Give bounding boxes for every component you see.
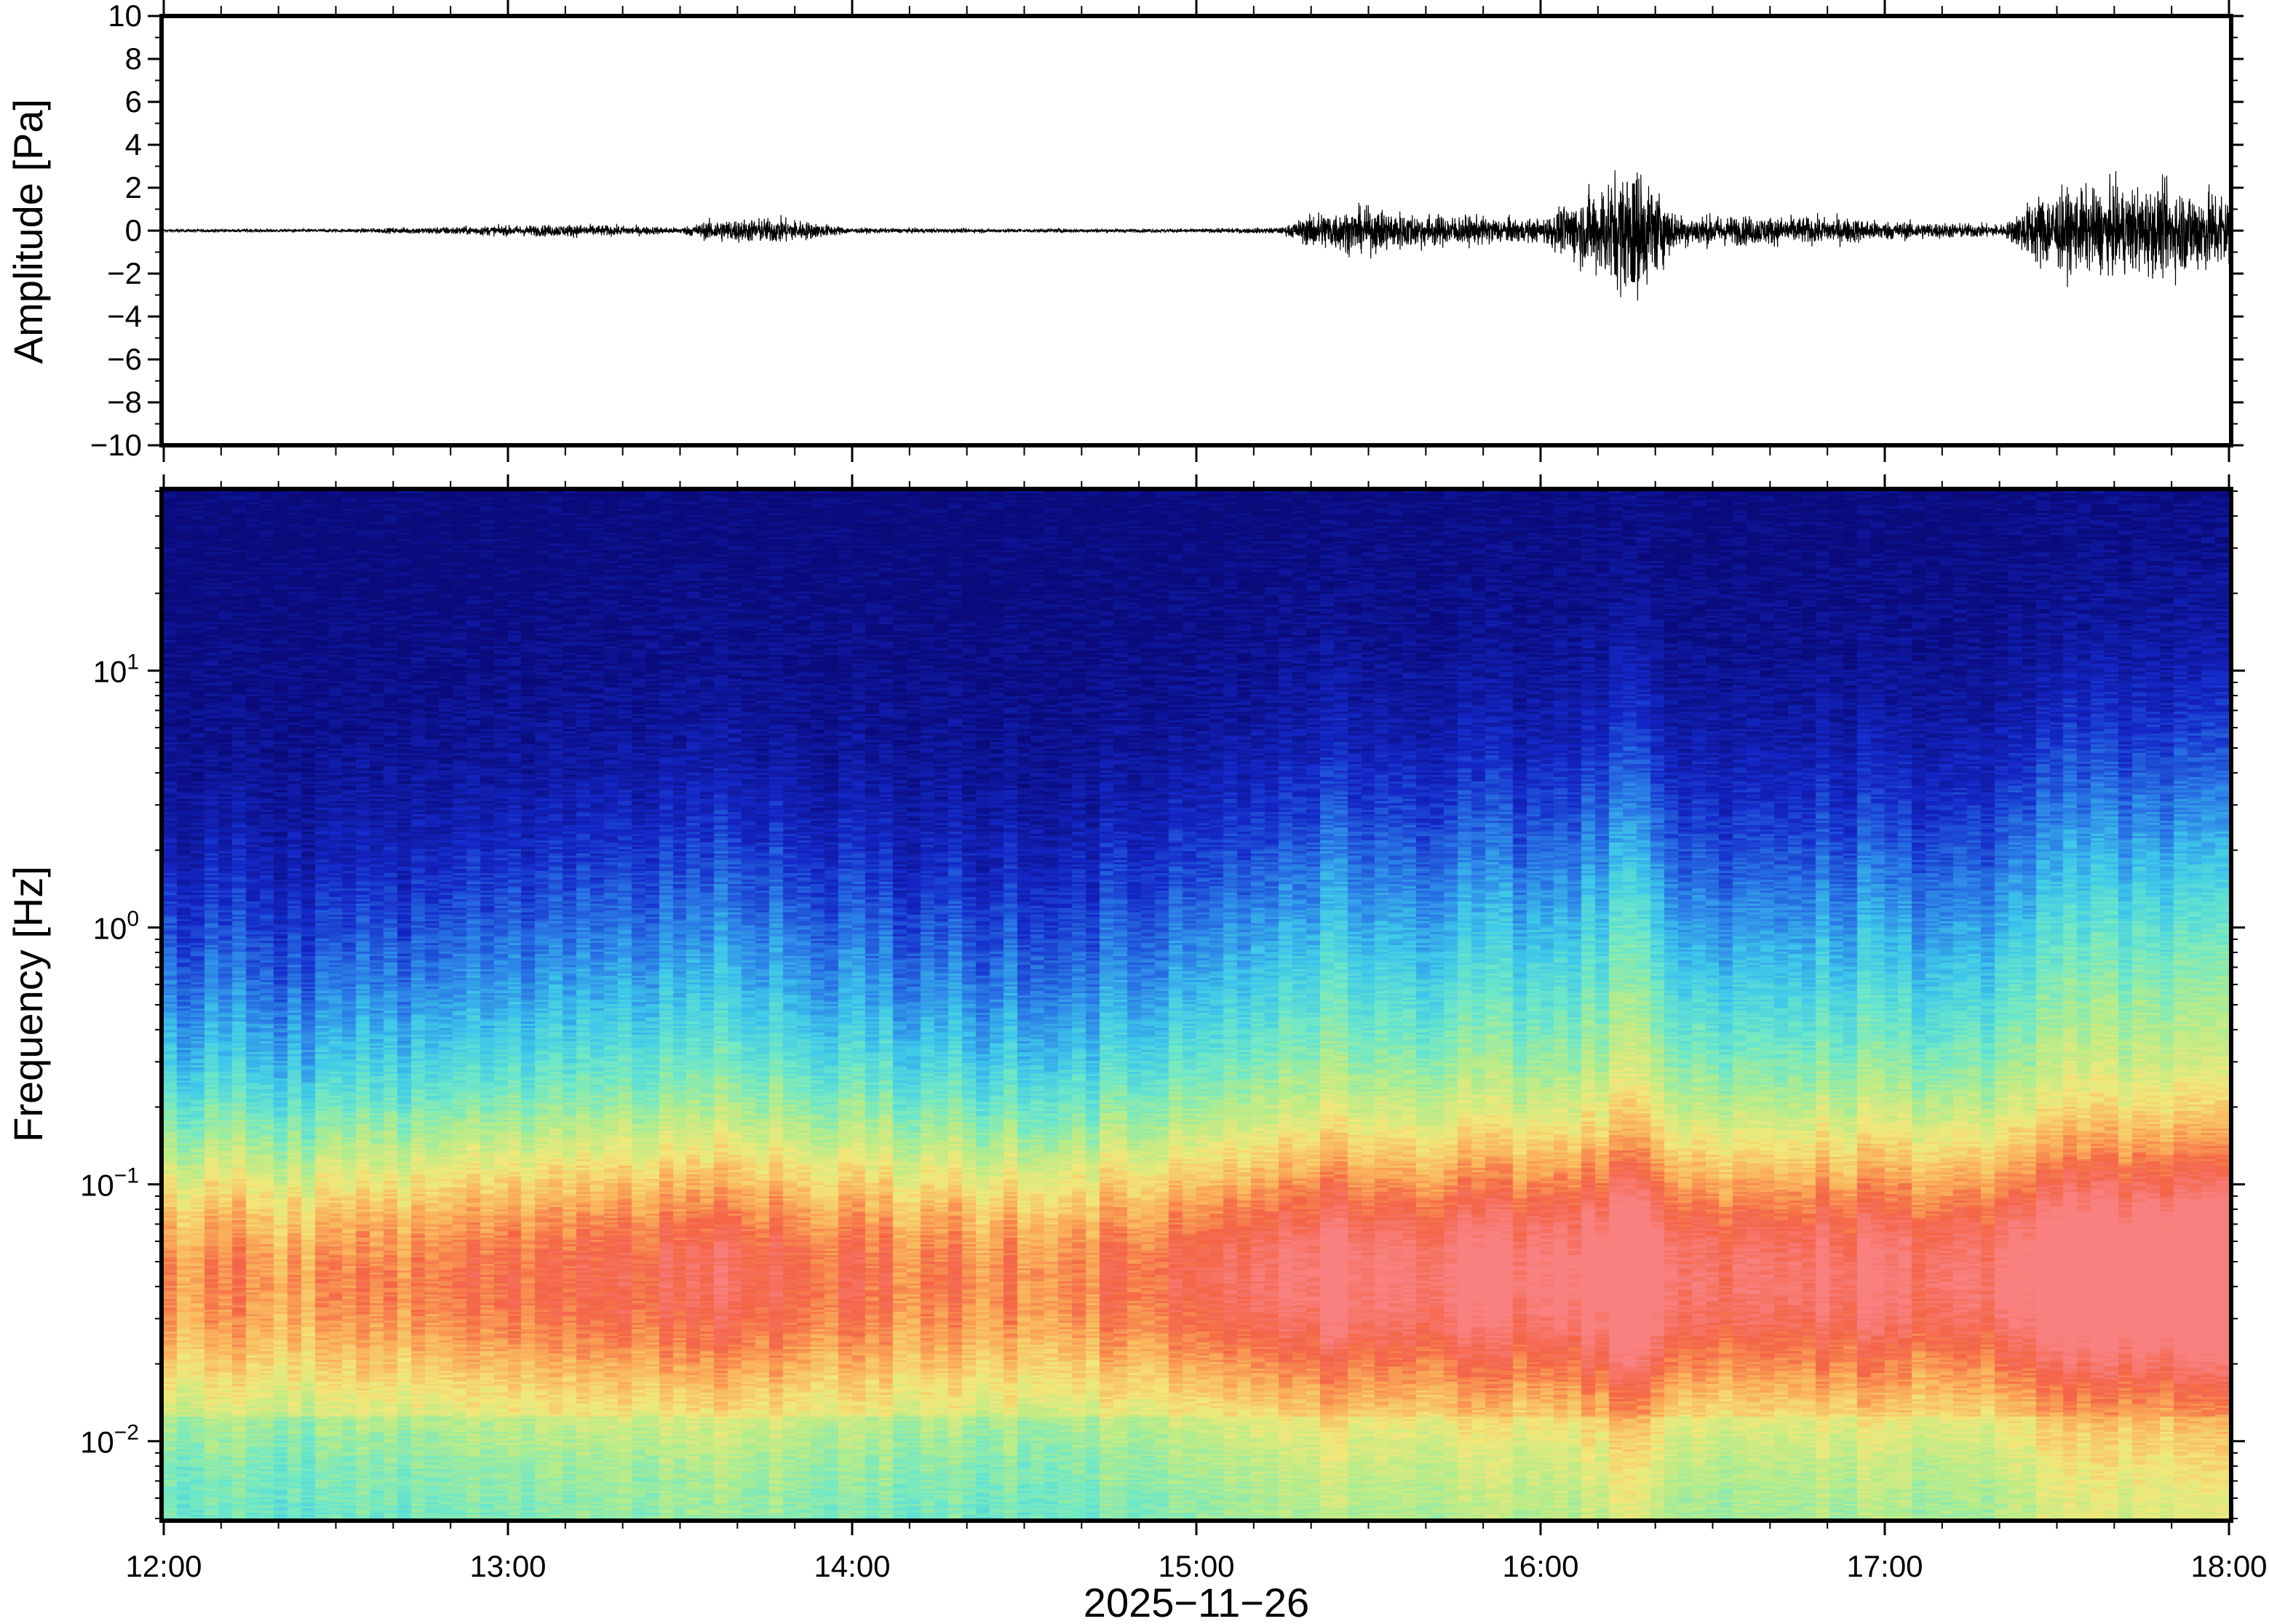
time-tick-label: 16:00 [1502, 1549, 1578, 1583]
time-tick-label: 14:00 [814, 1549, 890, 1583]
amplitude-tick-label: −4 [107, 299, 142, 333]
spectrogram-panel: 10−2 10−1 100 101 12:00 13:00 14:00 15:00 16:00 1… [5, 474, 2268, 1624]
amplitude-tick-label: −2 [107, 256, 142, 290]
date-axis-title: 2025−11−26 [1084, 1580, 1309, 1624]
amplitude-tick-label: 2 [125, 170, 142, 204]
waveform-ticks: −10 −8 −6 −4 −2 0 2 4 6 8 10 [90, 0, 2244, 462]
spectrogram-image-container [164, 491, 2229, 1518]
frequency-tick-label: 101 [93, 650, 139, 689]
spectrogram-frame [159, 487, 2233, 1523]
amplitude-tick-label: −8 [107, 385, 142, 419]
time-tick-label: 13:00 [469, 1549, 546, 1583]
amplitude-tick-label: −10 [90, 428, 142, 462]
frequency-tick-label: 100 [93, 907, 139, 946]
frequency-tick-label: 10−1 [80, 1164, 139, 1203]
amplitude-tick-label: 0 [125, 213, 142, 247]
amplitude-tick-label: 6 [125, 84, 142, 119]
amplitude-tick-label: 10 [108, 0, 142, 33]
amplitude-tick-label: −6 [107, 342, 142, 376]
amplitude-axis-title: Amplitude [Pa] [5, 99, 51, 364]
waveform-frame [159, 14, 2233, 447]
amplitude-tick-label: 8 [125, 41, 142, 76]
spectrogram-heatmap [164, 491, 2229, 1518]
time-tick-label: 17:00 [1846, 1549, 1923, 1583]
time-tick-label: 15:00 [1158, 1549, 1234, 1583]
waveform-panel: −10 −8 −6 −4 −2 0 2 4 6 8 10 Amplitude [Pa] [5, 0, 2244, 462]
amplitude-tick-label: 4 [125, 127, 142, 162]
frequency-tick-label: 10−2 [80, 1421, 139, 1460]
time-tick-label: 12:00 [125, 1549, 202, 1583]
time-tick-label: 18:00 [2190, 1549, 2267, 1583]
frequency-axis-title: Frequency [Hz] [5, 866, 51, 1142]
waveform-trace [164, 170, 2229, 300]
